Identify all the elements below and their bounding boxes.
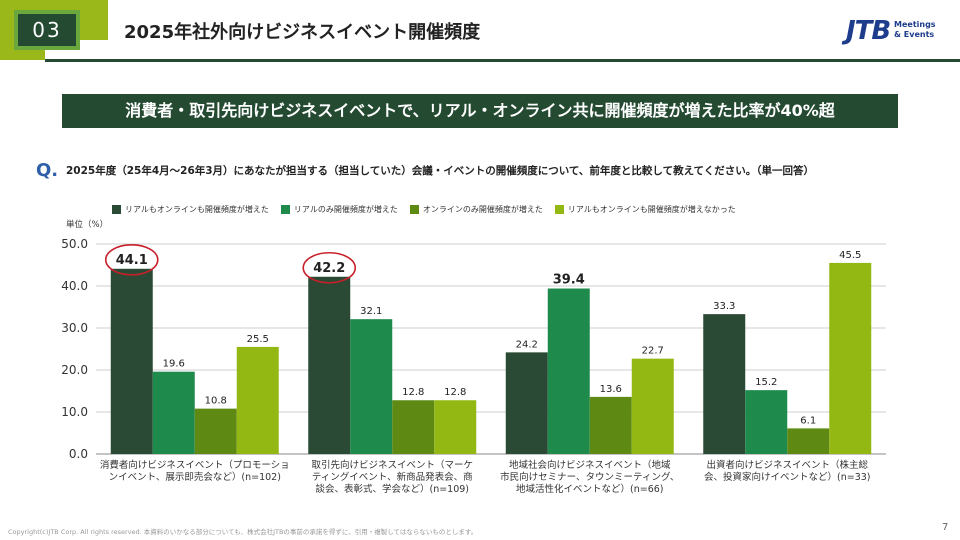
copyright-footer: Copyright(c)JTB Corp. All rights reserve… — [8, 528, 478, 536]
x-tick-label: 出資者向けビジネスイベント（株主総 — [706, 459, 868, 471]
x-tick-label: ティングイベント、新商品発表会、商 — [312, 471, 473, 483]
highlight-circle — [104, 243, 159, 276]
x-tick-label: 会、投資家向けイベントなど）(n=33) — [704, 471, 870, 483]
y-tick-label: 30.0 — [61, 321, 88, 335]
jtb-logo: JTB Meetings & Events — [846, 16, 942, 48]
bar — [350, 319, 393, 454]
data-label: 6.1 — [800, 415, 816, 426]
y-tick-label: 0.0 — [69, 447, 88, 461]
x-tick-label: 取引先向けビジネスイベント（マーケ — [311, 459, 473, 471]
bar — [308, 276, 351, 454]
bar — [547, 288, 590, 454]
legend-swatch — [280, 204, 290, 214]
bar — [194, 408, 237, 454]
legend-swatch — [112, 204, 121, 214]
headline-banner: 消費者・取引先向けビジネスイベントで、リアル・オンライン共に開催頻度が増えた比率… — [62, 94, 898, 128]
legend-swatch — [554, 204, 564, 214]
bar — [392, 400, 435, 454]
y-tick-label: 50.0 — [61, 237, 88, 251]
data-label: 42.2 — [313, 261, 345, 276]
section-number: 03 — [14, 10, 80, 50]
bar — [110, 268, 153, 454]
logo-line1: Meetings — [894, 20, 936, 29]
bar — [236, 346, 279, 454]
data-label: 39.4 — [553, 273, 585, 288]
question-text: 2025年度（25年4月～26年3月）にあなたが担当する（担当していた）会議・イ… — [66, 165, 814, 177]
bar — [703, 314, 746, 454]
chart-legend: リアルもオンラインも開催頻度が増えた リアルのみ開催頻度が増えた オンラインのみ開催… — [112, 203, 736, 215]
legend-item: オンラインのみ開催頻度が増えた — [409, 203, 543, 215]
page-number: 7 — [942, 522, 949, 533]
logo-subtitle: Meetings & Events — [894, 20, 936, 40]
data-label: 22.7 — [642, 346, 664, 357]
bar — [631, 358, 674, 454]
legend-label: オンラインのみ開催頻度が増えた — [422, 204, 543, 214]
bar — [589, 396, 632, 454]
highlight-circle — [302, 251, 357, 284]
legend-label: リアルもオンラインも開催頻度が増えなかった — [567, 204, 736, 214]
question-marker: Q. — [36, 160, 59, 181]
legend-item: リアルのみ開催頻度が増えた — [280, 203, 398, 215]
y-tick-label: 10.0 — [61, 405, 88, 419]
data-label: 15.2 — [755, 377, 777, 388]
data-label: 45.5 — [839, 250, 861, 261]
page-title: 2025年社外向けビジネスイベント開催頻度 — [124, 22, 481, 43]
x-tick-label: 地域社会向けビジネスイベント（地域 — [509, 459, 671, 471]
bar — [505, 352, 548, 454]
data-label: 32.1 — [360, 306, 382, 317]
bar — [434, 400, 477, 454]
data-label: 24.2 — [516, 339, 538, 350]
logo-line2: & Events — [894, 30, 935, 39]
legend-item: リアルもオンラインも開催頻度が増えなかった — [554, 203, 736, 215]
bar — [787, 428, 830, 454]
y-tick-label: 40.0 — [61, 279, 88, 293]
bar — [829, 262, 872, 454]
data-label: 19.6 — [163, 359, 185, 370]
y-tick-label: 20.0 — [61, 363, 88, 377]
data-label: 33.3 — [713, 301, 735, 312]
header-divider — [45, 59, 960, 62]
x-tick-label: 地域活性化イベントなど）(n=66) — [516, 483, 663, 495]
data-label: 44.1 — [116, 253, 148, 268]
legend-item: リアルもオンラインも開催頻度が増えた — [112, 203, 269, 215]
data-label: 12.8 — [402, 387, 424, 398]
data-label: 10.8 — [205, 396, 227, 407]
x-tick-label: 市民向けセミナー、タウンミーティング、 — [500, 471, 679, 483]
legend-label: リアルのみ開催頻度が増えた — [293, 204, 398, 214]
bar — [152, 371, 195, 454]
unit-label: 単位（%） — [66, 220, 109, 230]
legend-label: リアルもオンラインも開催頻度が増えた — [125, 204, 269, 214]
data-label: 25.5 — [247, 334, 269, 345]
logo-brand: JTB — [846, 16, 891, 46]
x-tick-label: 消費者向けビジネスイベント（プロモーショ — [100, 459, 290, 471]
bar — [745, 390, 788, 454]
data-label: 13.6 — [600, 384, 622, 395]
x-tick-label: ンイベント、展示即売会など）(n=102) — [109, 471, 281, 483]
data-label: 12.8 — [444, 387, 466, 398]
legend-swatch — [409, 204, 419, 214]
x-tick-label: 談会、表彰式、学会など）(n=109) — [315, 483, 469, 495]
